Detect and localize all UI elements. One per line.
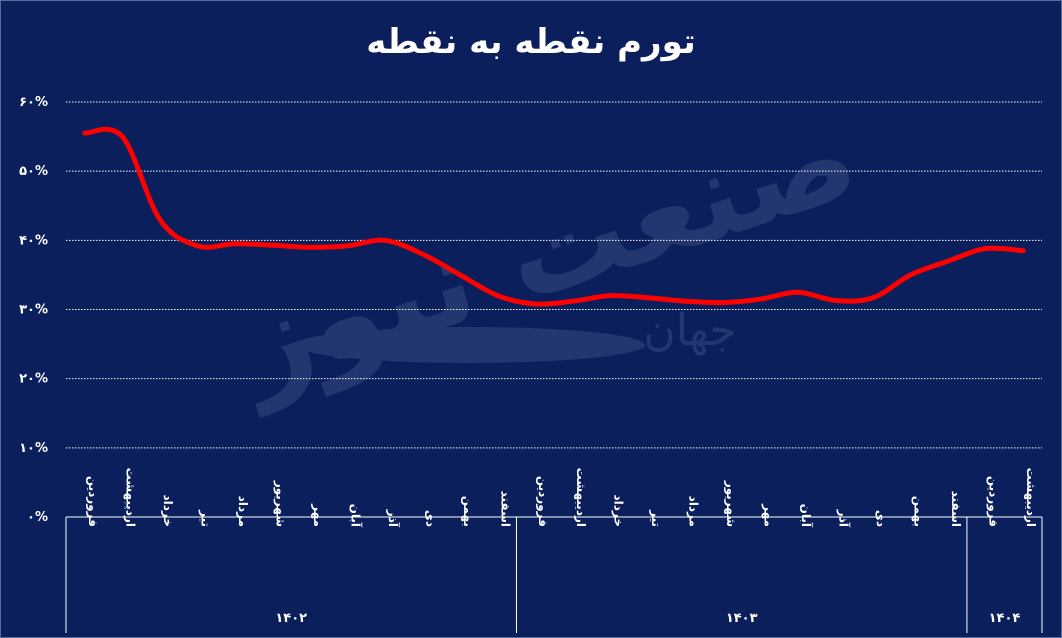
x-tick-label: آذر — [837, 509, 852, 528]
x-tick-label: اردیبهشت — [123, 468, 137, 527]
year-label: ۱۴۰۳ — [726, 611, 758, 626]
x-tick-label: فروردین — [535, 476, 550, 527]
y-tick-label: ۲۰% — [19, 372, 48, 387]
x-tick-label: تیر — [649, 509, 663, 527]
x-tick-label: آذر — [386, 509, 401, 528]
year-label: ۱۴۰۴ — [989, 611, 1021, 626]
x-tick-label: شهریور — [272, 480, 287, 527]
y-tick-label: ۳۰% — [19, 303, 48, 318]
y-tick-label: ۱۰% — [19, 441, 48, 456]
x-tick-label: دی — [424, 510, 438, 527]
x-tick-label: دی — [874, 510, 888, 527]
x-tick-label: فروردین — [85, 476, 100, 527]
year-label: ۱۴۰۲ — [275, 611, 307, 626]
x-tick-label: آبان — [349, 504, 364, 528]
y-tick-label: ۴۰% — [19, 233, 48, 248]
x-tick-label: آبان — [799, 504, 814, 528]
x-tick-label: بهمن — [912, 496, 926, 527]
x-tick-label: اسفند — [949, 491, 963, 527]
x-tick-label: مرداد — [686, 496, 700, 527]
x-tick-label: فروردین — [986, 476, 1001, 527]
chart-title: تورم نقطه به نقطه — [366, 22, 696, 62]
x-tick-label: اردیبهشت — [1024, 468, 1038, 527]
x-tick-label: شهریور — [723, 480, 738, 527]
x-tick-label: خرداد — [161, 494, 175, 527]
watermark-sub: جهان — [643, 305, 736, 356]
x-tick-label: مهر — [311, 503, 325, 527]
x-tick-label: اسفند — [499, 491, 513, 527]
x-tick-label: تیر — [198, 509, 212, 527]
watermark-logo: صنعت نیوز جهان — [217, 87, 873, 418]
x-tick-label: خرداد — [611, 494, 625, 527]
x-tick-label: مرداد — [236, 496, 250, 527]
y-tick-label: ۵۰% — [19, 164, 48, 179]
y-tick-label: ۶۰% — [19, 95, 48, 110]
x-tick-label: اردیبهشت — [574, 468, 588, 527]
x-tick-label: مهر — [761, 503, 775, 527]
watermark-brand: صنعت نیوز — [217, 87, 873, 418]
x-tick-label: بهمن — [461, 496, 475, 527]
y-tick-label: ۰% — [27, 510, 48, 525]
